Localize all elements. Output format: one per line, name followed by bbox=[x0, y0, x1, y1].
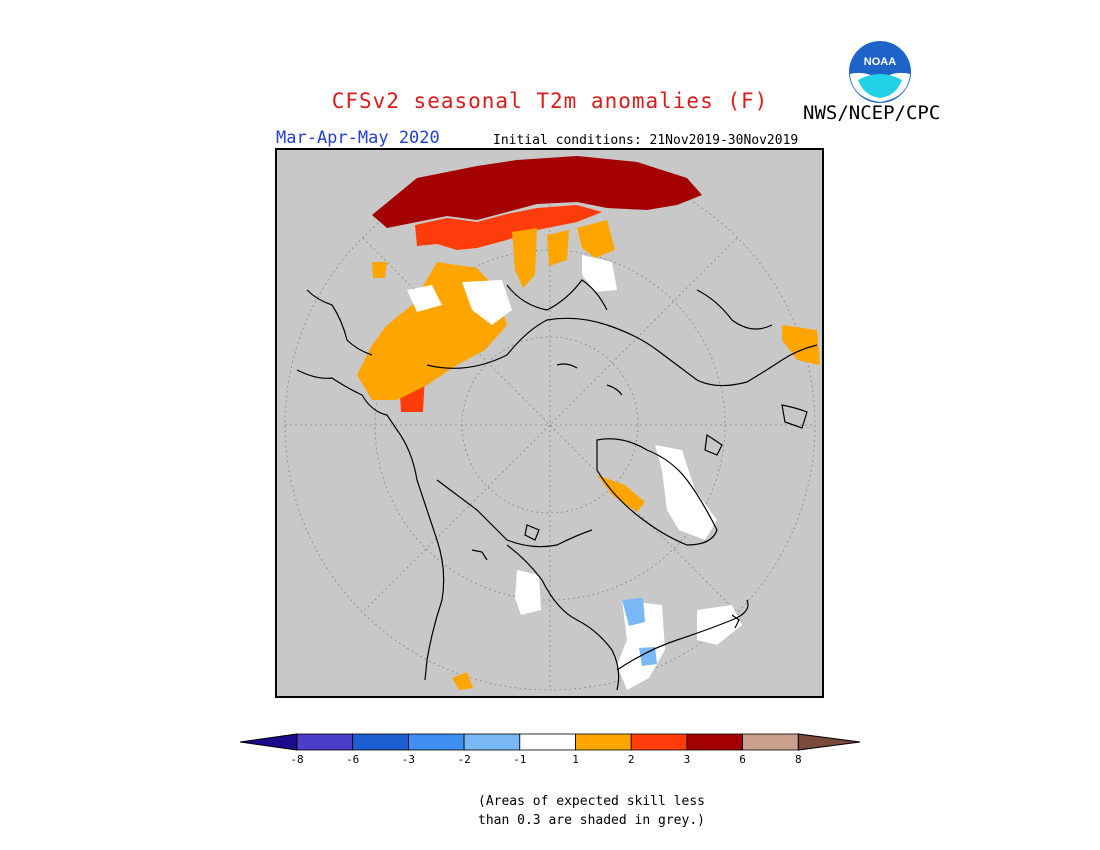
anomaly-region-red bbox=[415, 205, 602, 250]
meridian-line bbox=[362, 237, 738, 613]
scale-tick-label: -3 bbox=[401, 753, 416, 766]
scale-tick-label: -1 bbox=[513, 753, 527, 766]
skill-note-line1: (Areas of expected skill less bbox=[478, 794, 705, 809]
scale-arrow-low bbox=[239, 733, 298, 751]
scale-tick-label: 8 bbox=[794, 753, 802, 766]
scale-swatch bbox=[630, 733, 688, 751]
anomaly-region-white bbox=[407, 285, 442, 312]
scale-tick-label: 1 bbox=[572, 753, 579, 766]
anomaly-region-orange bbox=[547, 230, 569, 266]
anomaly-region-dark-red bbox=[372, 156, 702, 228]
anomaly-region-white bbox=[582, 255, 617, 292]
coastlines bbox=[296, 279, 818, 691]
scale-arrow-high bbox=[797, 733, 861, 751]
scale-tick-label: -8 bbox=[290, 753, 304, 766]
scale-tick-label: 3 bbox=[683, 753, 691, 766]
scale-tick-label: 2 bbox=[627, 753, 635, 766]
color-scale-bar bbox=[239, 728, 862, 758]
scale-swatch bbox=[352, 733, 409, 751]
anomaly-region-light-blue bbox=[639, 647, 657, 666]
meridian-line bbox=[362, 237, 738, 613]
scale-tick-label: 6 bbox=[739, 753, 746, 766]
scale-tick-label: -6 bbox=[346, 753, 360, 766]
anomaly-region-white bbox=[462, 280, 512, 325]
anomaly-region-light-blue bbox=[622, 598, 645, 626]
scale-swatch bbox=[575, 733, 632, 751]
map-title: CFSv2 seasonal T2m anomalies (F) bbox=[331, 89, 769, 113]
agency-label: NWS/NCEP/CPC bbox=[803, 102, 941, 124]
noaa-logo-text: NOAA bbox=[864, 56, 896, 68]
scale-swatch bbox=[742, 733, 799, 751]
scale-swatch bbox=[407, 733, 465, 751]
skill-note: (Areas of expected skill less than 0.3 a… bbox=[478, 792, 738, 830]
anomaly-region-orange bbox=[372, 262, 387, 278]
anomaly-region-orange bbox=[597, 475, 645, 512]
initial-conditions: Initial conditions: 21Nov2019-30Nov2019 bbox=[493, 133, 799, 148]
scale-swatch bbox=[296, 733, 354, 751]
scale-swatch bbox=[519, 733, 576, 751]
anomaly-region-white bbox=[655, 445, 717, 540]
noaa-logo: NOAA bbox=[848, 40, 912, 104]
skill-note-line2: than 0.3 are shaded in grey.) bbox=[478, 813, 705, 828]
anomaly-region-orange bbox=[452, 672, 473, 690]
scale-swatch bbox=[463, 733, 521, 751]
anomaly-region-orange bbox=[512, 228, 537, 288]
anomaly-region-white bbox=[515, 570, 541, 615]
anomaly-region-orange bbox=[577, 220, 615, 258]
projection-boundary bbox=[284, 159, 816, 691]
anomaly-region-orange bbox=[782, 325, 820, 365]
polar-map bbox=[275, 148, 824, 698]
scale-tick-label: -2 bbox=[457, 753, 471, 766]
forecast-period: Mar-Apr-May 2020 bbox=[276, 128, 440, 148]
scale-swatch bbox=[686, 733, 743, 751]
